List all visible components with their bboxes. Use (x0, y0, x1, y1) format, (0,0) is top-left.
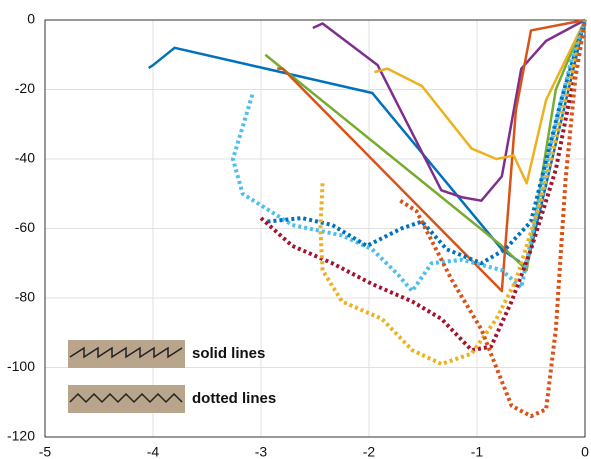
y-tick-label: -120 (7, 428, 35, 444)
legend-image-solid (68, 340, 185, 368)
dotted-line (261, 20, 585, 350)
x-tick-label: -2 (363, 444, 376, 459)
x-tick-label: -5 (39, 444, 52, 459)
page: -120 -100 -80 -60 -40 -20 0 -5 -4 -3 -2 -1 0 solid l… (0, 0, 591, 459)
x-tick-label: -1 (471, 444, 484, 459)
x-tick-label: -3 (255, 444, 268, 459)
y-tick-label: 0 (27, 11, 35, 27)
solid-line (265, 20, 585, 270)
chart: -120 -100 -80 -60 -40 -20 0 -5 -4 -3 -2 -1 0 solid l… (0, 0, 591, 459)
legend-label: dotted lines (192, 390, 276, 407)
x-tick-label: -4 (147, 444, 160, 459)
legend-image-dotted (68, 385, 185, 413)
legend-label: solid lines (192, 345, 265, 362)
y-tick-label: -100 (7, 358, 35, 374)
y-tick-label: -40 (15, 150, 35, 166)
y-tick-label: -60 (15, 219, 35, 235)
y-tick-label: -20 (15, 80, 35, 96)
x-tick-label: 0 (581, 444, 589, 459)
y-tick-label: -80 (15, 289, 35, 305)
